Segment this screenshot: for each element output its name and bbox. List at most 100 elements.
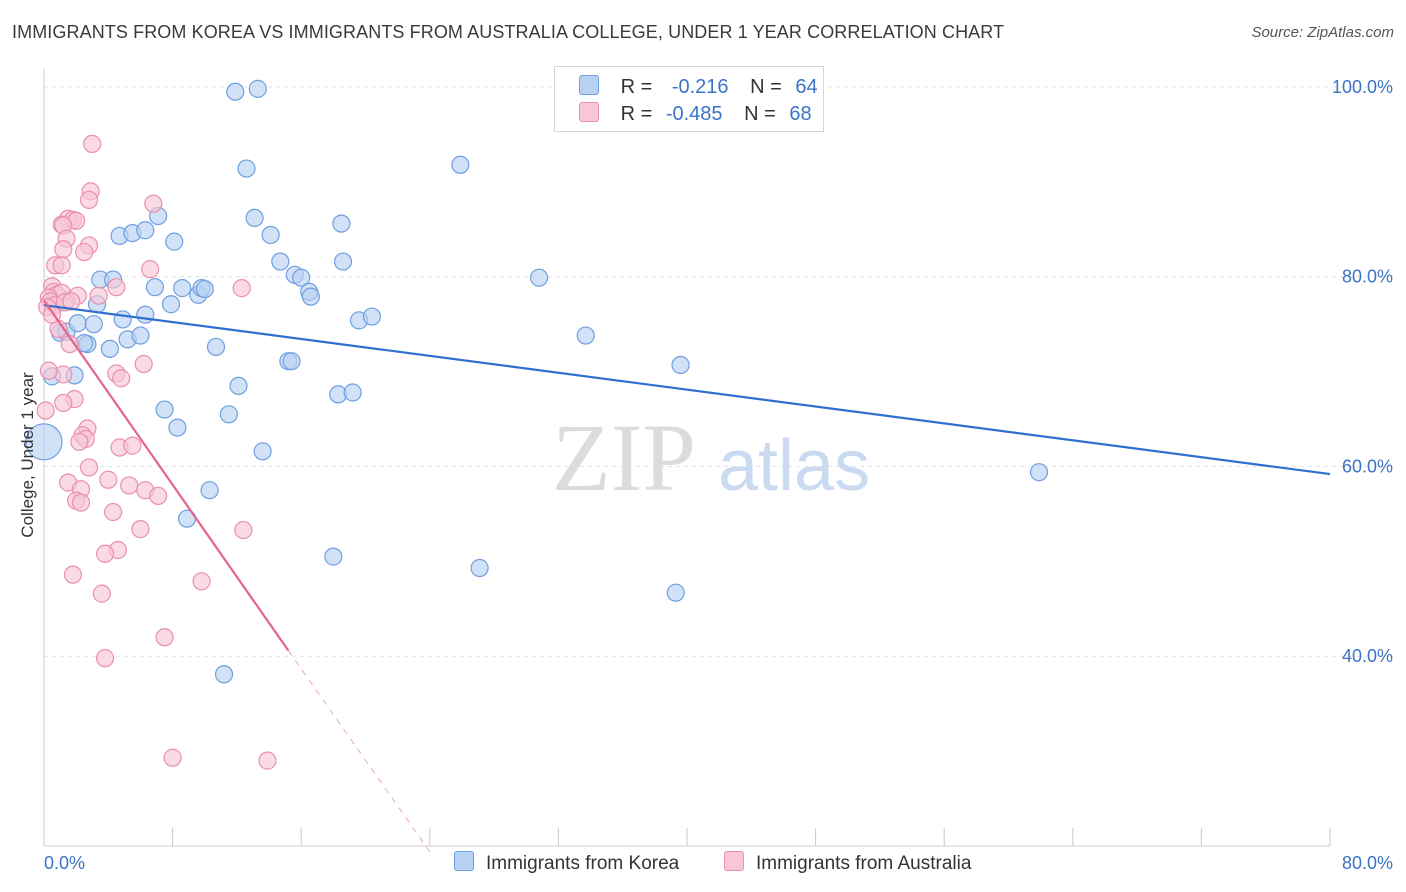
- data-point: [343, 383, 362, 402]
- data-point: [113, 310, 132, 329]
- data-point: [206, 337, 226, 357]
- trend-lines: [43, 299, 1331, 852]
- watermark-atlas: atlas: [718, 426, 870, 506]
- australia-trend-line: [43, 299, 290, 652]
- data-point: [36, 401, 55, 420]
- data-point: [92, 584, 111, 603]
- source-label: Source: ZipAtlas.com: [1251, 24, 1394, 41]
- data-point: [39, 361, 58, 380]
- data-point: [324, 547, 343, 566]
- australia-trend-extension: [287, 650, 431, 852]
- legend-row-australia: R = -0.485 N = 68: [579, 102, 812, 126]
- australia-r-label: R =: [620, 103, 653, 125]
- data-point: [131, 520, 150, 539]
- data-point: [144, 194, 163, 213]
- data-point: [173, 279, 192, 298]
- data-point: [192, 572, 211, 591]
- data-point: [52, 256, 71, 275]
- data-point: [149, 486, 168, 505]
- y-tick-label: 40.0%: [1342, 646, 1393, 666]
- data-point: [301, 287, 320, 306]
- korea-n-label: N =: [750, 76, 782, 98]
- watermark-zip: ZIP: [552, 404, 696, 511]
- data-point: [229, 376, 248, 395]
- x-ticks: [43, 828, 1331, 846]
- data-point: [54, 393, 73, 413]
- data-point: [120, 476, 139, 495]
- data-point: [104, 502, 123, 522]
- data-point: [100, 339, 120, 358]
- data-point: [123, 436, 142, 455]
- data-point: [62, 292, 81, 311]
- y-tick-label: 80.0%: [1342, 267, 1393, 287]
- korea-trend-line: [43, 304, 1331, 476]
- data-point: [136, 305, 155, 324]
- australia-series: [36, 134, 277, 770]
- australia-legend-label: Immigrants from Australia: [756, 853, 972, 874]
- bottom-legend-korea[interactable]: Immigrants from Korea: [454, 851, 679, 875]
- data-point: [95, 544, 115, 563]
- australia-legend-swatch: [724, 851, 744, 871]
- data-point: [63, 565, 83, 584]
- korea-legend-label: Immigrants from Korea: [486, 853, 680, 874]
- data-point: [161, 295, 181, 314]
- y-tick-label: 100.0%: [1332, 77, 1393, 97]
- data-point: [576, 326, 595, 345]
- data-point: [237, 159, 256, 178]
- data-point: [84, 315, 103, 334]
- data-point: [25, 423, 63, 461]
- data-point: [95, 649, 115, 668]
- data-point: [155, 628, 174, 647]
- data-point: [214, 665, 234, 684]
- x-tick-label-max: 80.0%: [1342, 853, 1393, 873]
- data-point: [79, 190, 99, 209]
- data-point: [333, 252, 353, 271]
- data-point: [234, 520, 253, 540]
- data-point: [134, 354, 153, 374]
- korea-n-value: 64: [795, 76, 818, 98]
- data-point: [75, 242, 94, 262]
- data-point: [195, 279, 214, 299]
- data-point: [530, 268, 549, 287]
- data-point: [131, 326, 150, 345]
- legend-row-korea: R = -0.216 N = 64: [579, 75, 818, 99]
- data-point: [200, 481, 219, 500]
- data-point: [258, 751, 277, 770]
- watermark: ZIP atlas: [552, 404, 870, 511]
- y-tick-label: 60.0%: [1342, 456, 1393, 476]
- korea-series: [25, 79, 1049, 684]
- australia-r-value: -0.485: [665, 103, 723, 125]
- data-point: [107, 278, 126, 297]
- australia-n-value: 68: [789, 103, 812, 125]
- data-point: [79, 458, 99, 477]
- data-point: [163, 748, 182, 767]
- y-tick-labels: 40.0% 60.0% 80.0% 100.0%: [1332, 77, 1393, 666]
- data-point: [89, 286, 108, 305]
- bottom-legend-australia[interactable]: Immigrants from Australia: [724, 851, 971, 875]
- data-point: [253, 442, 272, 461]
- data-point: [226, 82, 245, 101]
- data-point: [165, 232, 184, 251]
- data-point: [1029, 463, 1049, 482]
- data-point: [155, 400, 174, 419]
- data-point: [219, 405, 238, 424]
- chart-title: IMMIGRANTS FROM KOREA VS IMMIGRANTS FROM…: [12, 22, 1005, 42]
- data-point: [68, 314, 87, 333]
- data-point: [54, 240, 73, 259]
- data-point: [362, 307, 382, 326]
- data-point: [145, 278, 165, 297]
- korea-legend-swatch: [454, 851, 474, 871]
- data-point: [261, 225, 280, 245]
- korea-r-value: -0.216: [671, 76, 729, 98]
- korea-swatch: [579, 75, 599, 95]
- data-point: [451, 155, 470, 174]
- data-point: [271, 252, 290, 271]
- data-point: [666, 583, 685, 602]
- data-point: [136, 221, 155, 240]
- data-point: [470, 558, 489, 578]
- data-point: [332, 214, 351, 233]
- data-point: [671, 355, 690, 375]
- data-point: [232, 279, 251, 298]
- data-point: [71, 493, 91, 512]
